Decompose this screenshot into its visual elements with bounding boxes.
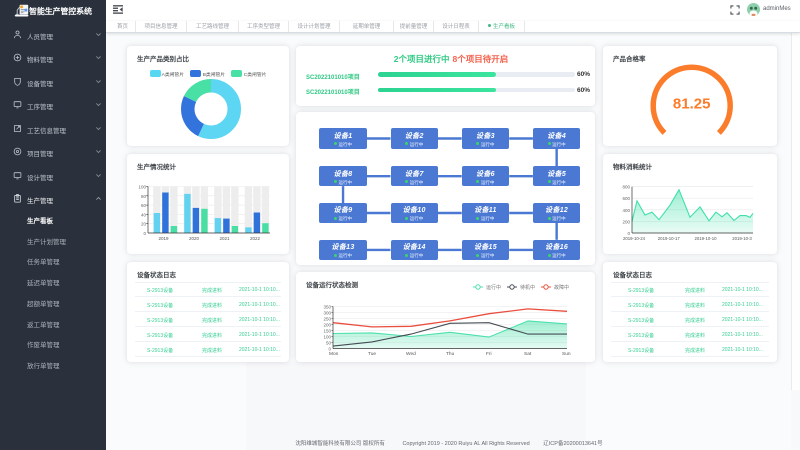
svg-text:81.25: 81.25 — [673, 96, 711, 113]
svg-text:400: 400 — [622, 208, 630, 213]
svg-text:运行中: 运行中 — [486, 284, 501, 291]
svg-text:2022: 2022 — [250, 236, 261, 241]
svg-text:350: 350 — [323, 305, 331, 310]
svg-text:150: 150 — [323, 329, 331, 334]
svg-text:0: 0 — [143, 231, 146, 236]
svg-text:2019-10-24: 2019-10-24 — [623, 236, 646, 241]
svg-text:20: 20 — [141, 222, 147, 227]
svg-text:600: 600 — [622, 196, 630, 201]
svg-text:40: 40 — [141, 212, 147, 217]
svg-text:2019-10-17: 2019-10-17 — [658, 236, 681, 241]
svg-text:Sun: Sun — [562, 351, 571, 357]
svg-text:2019: 2019 — [158, 236, 169, 241]
svg-text:Sat: Sat — [524, 351, 532, 357]
svg-text:Thu: Thu — [446, 351, 455, 357]
svg-text:待机中: 待机中 — [520, 284, 535, 291]
svg-text:800: 800 — [622, 185, 630, 190]
svg-text:0: 0 — [328, 347, 331, 352]
svg-text:2021: 2021 — [219, 236, 230, 241]
svg-text:2020: 2020 — [189, 236, 200, 241]
svg-text:100: 100 — [323, 335, 331, 340]
svg-text:故障中: 故障中 — [554, 284, 569, 291]
svg-text:50: 50 — [326, 341, 332, 346]
svg-text:200: 200 — [622, 219, 630, 224]
svg-text:0: 0 — [627, 231, 630, 236]
svg-text:Wed: Wed — [406, 351, 416, 357]
svg-text:80: 80 — [141, 194, 147, 199]
svg-text:300: 300 — [323, 311, 331, 316]
svg-text:Mon: Mon — [329, 351, 339, 357]
svg-text:2019-10-3: 2019-10-3 — [732, 236, 752, 241]
svg-text:Tue: Tue — [368, 351, 376, 357]
svg-text:Fri: Fri — [486, 351, 492, 357]
svg-text:2019-10-10: 2019-10-10 — [695, 236, 718, 241]
svg-text:200: 200 — [323, 323, 331, 328]
svg-text:60: 60 — [141, 203, 147, 208]
svg-text:250: 250 — [323, 317, 331, 322]
svg-text:100: 100 — [138, 185, 146, 190]
